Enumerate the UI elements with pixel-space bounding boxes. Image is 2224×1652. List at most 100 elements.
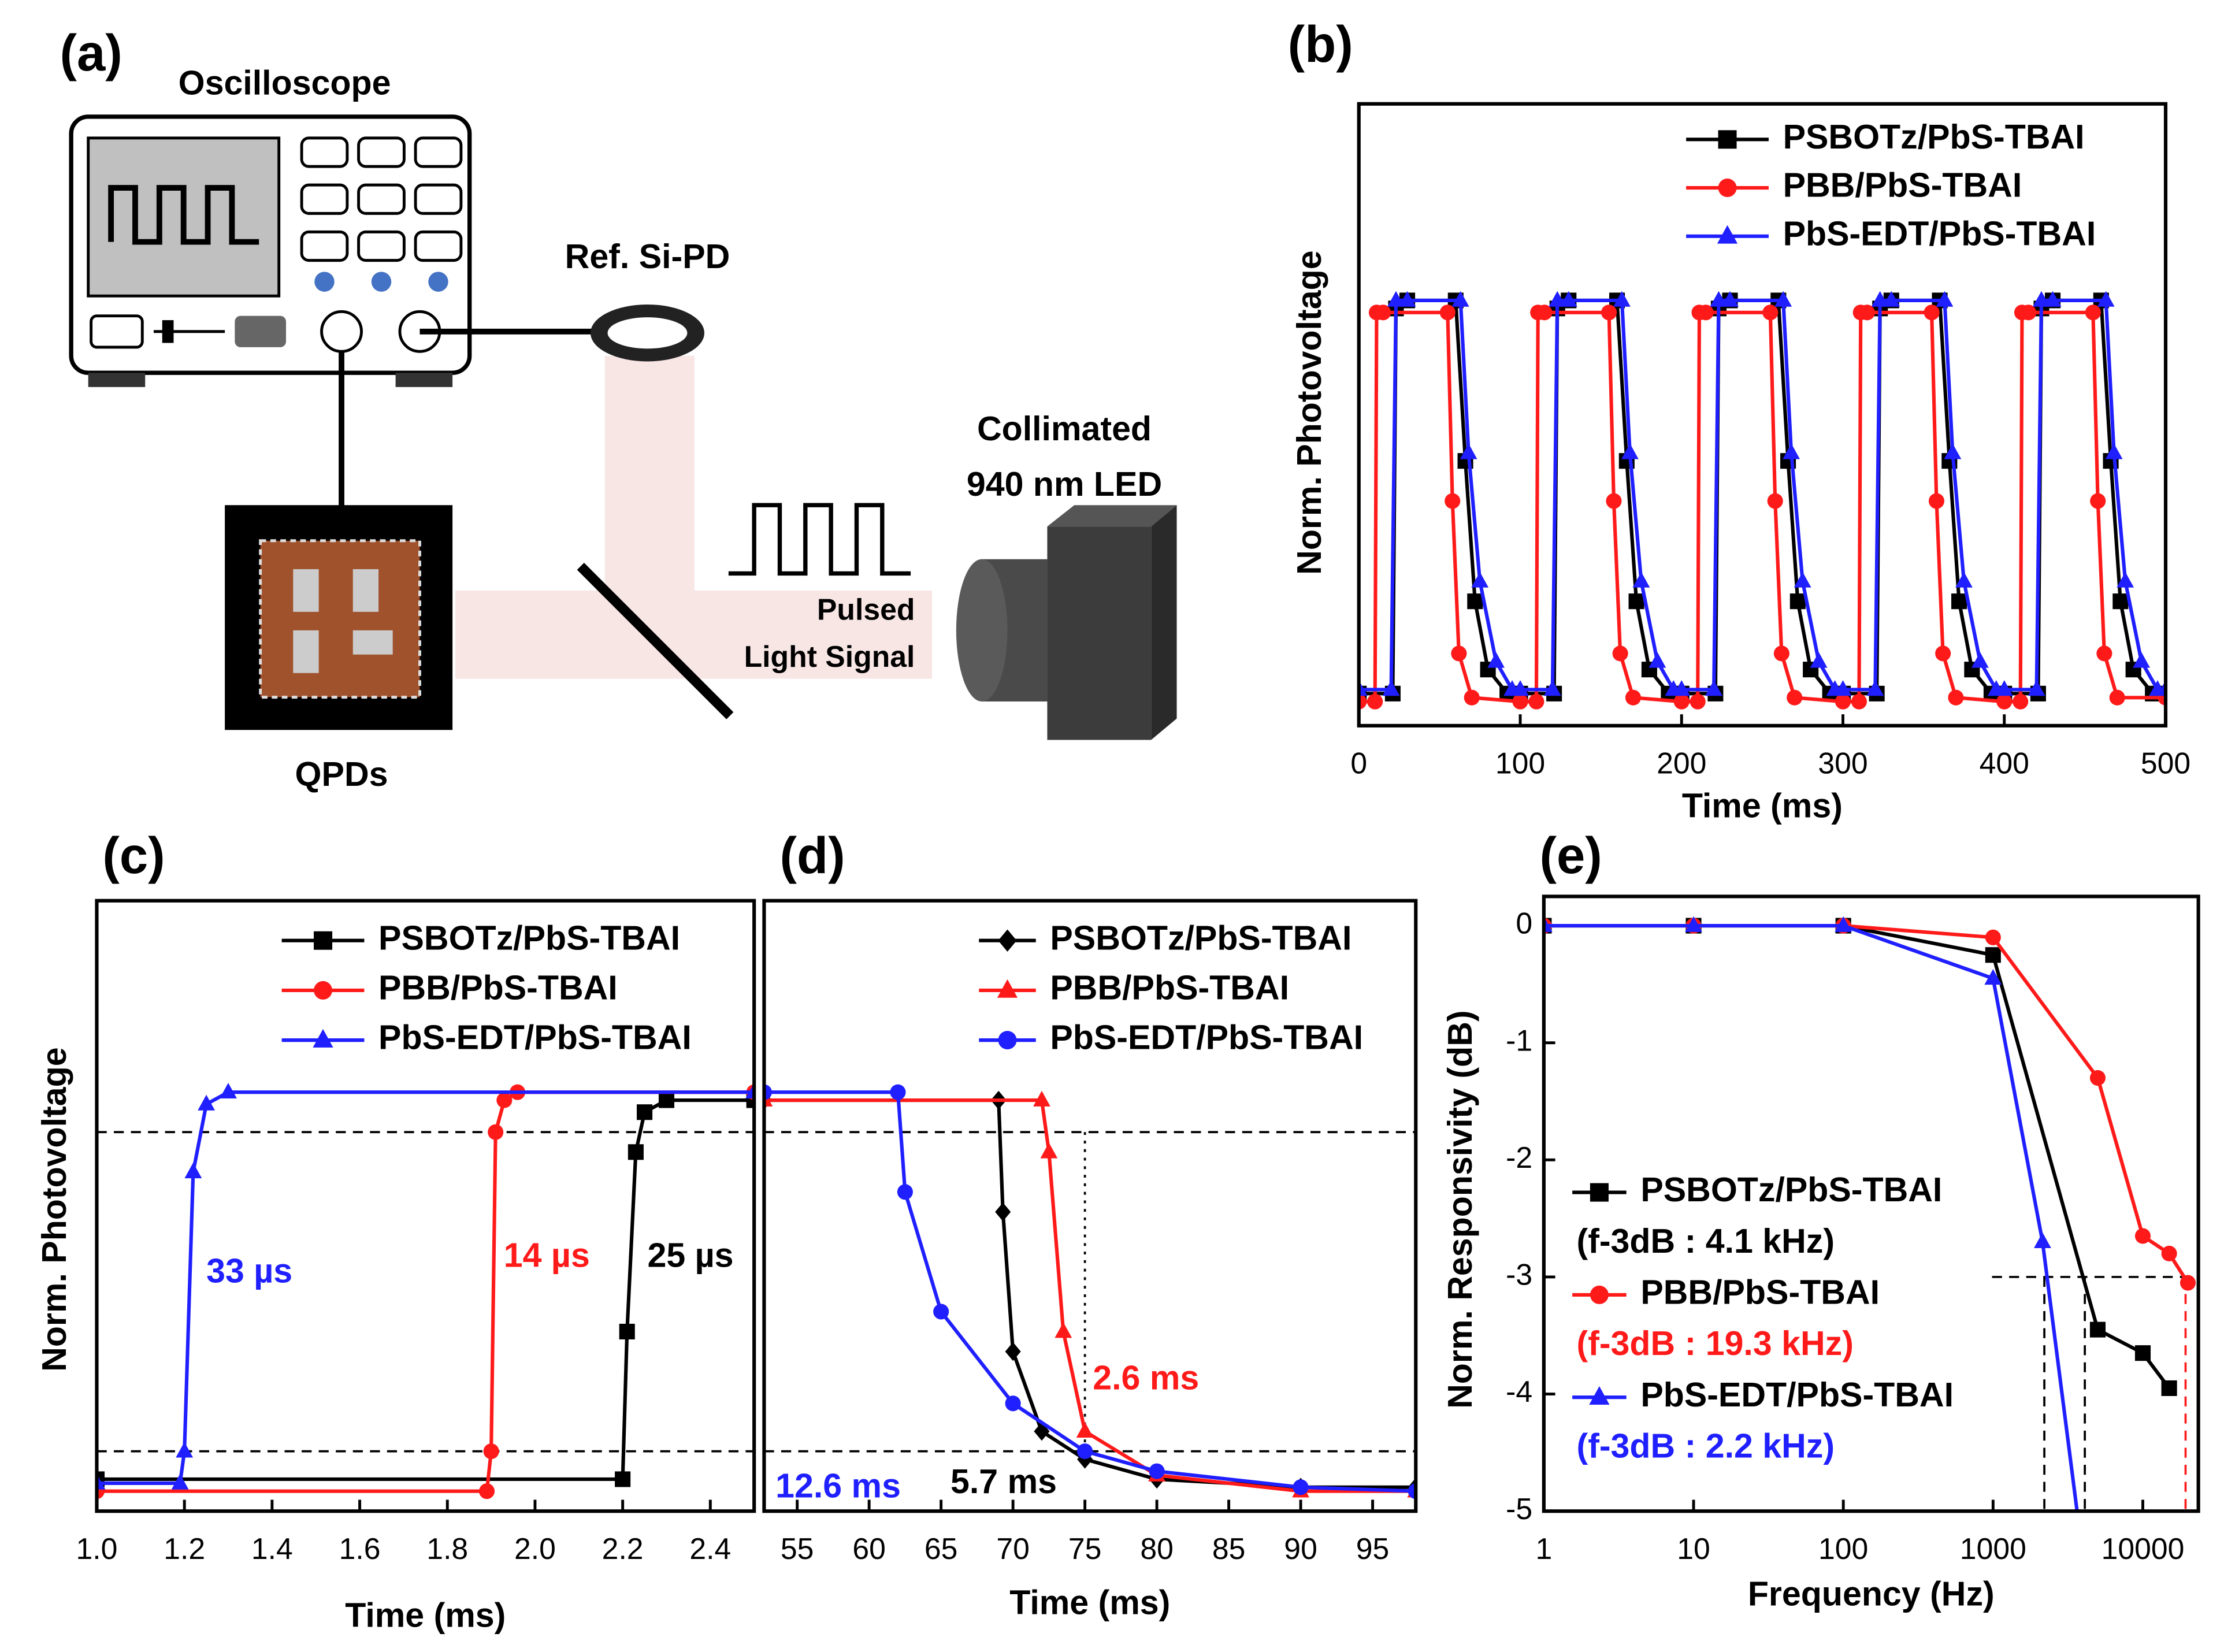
- marker: [184, 1163, 202, 1179]
- marker: [1613, 291, 1631, 307]
- data-line: [96, 1090, 755, 1485]
- marker: [1451, 645, 1467, 662]
- x-tick-label: 1.0: [76, 1532, 118, 1565]
- marker: [1794, 571, 1811, 588]
- x-tick-label: 100: [1818, 1532, 1868, 1565]
- marker: [1924, 305, 1940, 321]
- y-tick-label: 0: [1516, 907, 1532, 940]
- panel-label: (a): [60, 24, 122, 81]
- y-tick-label: -2: [1506, 1141, 1532, 1174]
- legend-label: PbS-EDT/PbS-TBAI: [1783, 214, 2096, 253]
- switch: [90, 314, 144, 349]
- marker: [1625, 689, 1642, 706]
- legend-marker: [314, 931, 333, 950]
- marker: [2013, 693, 2029, 710]
- beam: [604, 355, 695, 598]
- knob: [371, 272, 392, 292]
- marker: [171, 1473, 189, 1490]
- plot-area: [1543, 916, 2199, 1512]
- x-axis-label: Time (ms): [1009, 1583, 1170, 1621]
- port: [320, 310, 363, 353]
- legend-label: PbS-EDT/PbS-TBAI: [1640, 1375, 1954, 1414]
- qpd-chip: [259, 539, 421, 699]
- marker: [897, 1184, 913, 1200]
- x-axis-label: Frequency (Hz): [1748, 1575, 1995, 1613]
- marker: [2112, 593, 2129, 610]
- label: Oscilloscope: [179, 63, 391, 102]
- marker: [1033, 1090, 1050, 1107]
- marker: [1528, 693, 1544, 710]
- marker: [1005, 1342, 1021, 1361]
- marker: [2085, 305, 2101, 321]
- label: Ref. Si-PD: [565, 237, 730, 276]
- marker: [1985, 929, 2001, 945]
- annotation: 12.6 ms: [775, 1466, 901, 1505]
- marker: [1871, 291, 1889, 307]
- marker: [1512, 693, 1528, 710]
- marker: [1835, 693, 1851, 710]
- pad: [352, 630, 393, 655]
- marker: [1439, 305, 1456, 321]
- label: Pulsed: [817, 593, 915, 626]
- marker: [2161, 1245, 2177, 1261]
- marker: [1783, 443, 1800, 459]
- marker: [483, 1443, 499, 1460]
- legend-marker: [1590, 1285, 1609, 1304]
- x-axis-label: Time (ms): [1682, 786, 1843, 825]
- x-tick-label: 70: [996, 1532, 1030, 1565]
- marker: [933, 1304, 949, 1320]
- marker: [488, 1124, 504, 1140]
- x-tick-label: 500: [2141, 746, 2190, 779]
- marker: [1076, 1421, 1094, 1438]
- marker: [1673, 693, 1690, 710]
- x-tick-label: 200: [1657, 746, 1706, 779]
- marker: [1673, 680, 1691, 696]
- marker: [2033, 291, 2050, 307]
- marker: [1985, 947, 2001, 963]
- panel-label: (b): [1288, 16, 1353, 73]
- marker: [198, 1094, 215, 1111]
- marker: [496, 1092, 513, 1108]
- label: Light Signal: [744, 640, 915, 673]
- marker: [1883, 291, 1900, 307]
- label: Collimated: [977, 409, 1152, 448]
- knob: [314, 272, 335, 292]
- marker: [2134, 1345, 2151, 1361]
- marker: [1685, 916, 1702, 932]
- marker: [995, 1202, 1011, 1222]
- data-line: [1543, 923, 2079, 1512]
- marker: [2028, 680, 2045, 696]
- annotation: 33 µs: [206, 1252, 292, 1290]
- marker: [1721, 291, 1739, 307]
- legend-label: PSBOTz/PbS-TBAI: [378, 918, 680, 957]
- x-tick-label: 80: [1140, 1532, 1174, 1565]
- led-body: [1047, 526, 1152, 740]
- plot-area: [764, 1084, 1416, 1499]
- legend-marker: [998, 929, 1017, 952]
- x-tick-label: 10000: [2102, 1532, 2185, 1565]
- marker: [1606, 493, 1622, 509]
- marker: [1460, 443, 1477, 459]
- legend-marker: [1589, 1386, 1610, 1405]
- label: QPDs: [295, 755, 388, 793]
- legend-note: (f-3dB : 4.1 kHz): [1577, 1222, 1835, 1260]
- marker: [1358, 693, 1367, 710]
- legend-label: PSBOTz/PbS-TBAI: [1783, 117, 2085, 156]
- marker: [764, 1090, 773, 1107]
- plot-frame: [1542, 894, 2200, 1513]
- marker: [1464, 689, 1480, 706]
- marker: [2034, 1232, 2051, 1248]
- y-axis-label: Norm. Photovoltage: [1290, 250, 1328, 574]
- x-tick-label: 1.2: [164, 1532, 205, 1565]
- marker: [1866, 680, 1884, 696]
- marker: [1789, 593, 1806, 610]
- legend-label: PSBOTz/PbS-TBAI: [1050, 918, 1352, 957]
- slider-knob: [162, 320, 174, 343]
- marker: [1810, 652, 1828, 668]
- x-tick-label: 1.6: [339, 1532, 381, 1565]
- pad: [352, 569, 379, 612]
- x-tick-label: 85: [1212, 1532, 1246, 1565]
- x-tick-label: 55: [781, 1532, 814, 1565]
- marker: [1628, 593, 1644, 610]
- data-line: [764, 1098, 1416, 1489]
